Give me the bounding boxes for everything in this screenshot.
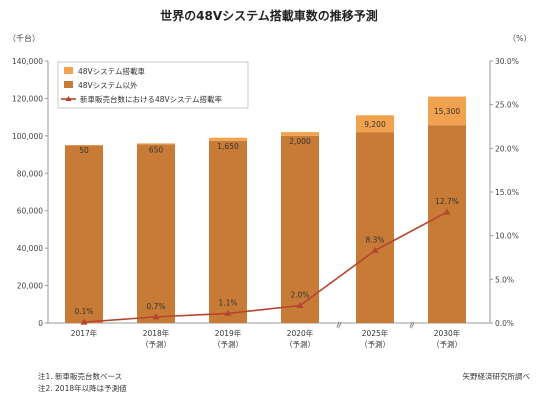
bar-segment-48v-equipped xyxy=(428,96,466,126)
x-tick-label: 2019年 xyxy=(215,328,242,338)
bar-segment-48v-equipped xyxy=(209,137,247,141)
legend-swatch-48v-other xyxy=(64,81,73,88)
right-tick-label: 30.0% xyxy=(495,57,519,66)
bar-segment-48v-equipped xyxy=(281,132,319,136)
line-series-penetration-rate xyxy=(83,211,448,323)
x-tick-label: （予測） xyxy=(141,339,171,349)
bar-segment-48v-other xyxy=(137,144,175,323)
line-point-marker xyxy=(80,318,88,325)
bar-value-label: 2,000 xyxy=(289,137,311,146)
legend-label-48v-other: 48Vシステム以外 xyxy=(78,80,138,90)
legend-label-48v-equipped: 48Vシステム搭載車 xyxy=(78,66,145,76)
x-tick-label: （予測） xyxy=(213,339,243,349)
line-value-label: 8.3% xyxy=(365,236,384,245)
line-value-label: 0.7% xyxy=(146,302,165,311)
bar-value-label: 15,300 xyxy=(434,107,460,116)
bar-segment-48v-other xyxy=(428,125,466,323)
left-tick-label: 0 xyxy=(38,319,43,328)
line-point-marker xyxy=(443,208,451,215)
left-axis-unit: （千台） xyxy=(8,33,40,43)
line-point-marker xyxy=(296,302,304,309)
x-tick-label: （予測） xyxy=(360,339,390,349)
line-point-marker xyxy=(224,309,232,316)
legend-swatch-marker xyxy=(65,96,72,101)
x-tick-label: （予測） xyxy=(285,339,315,349)
right-tick-label: 10.0% xyxy=(495,232,519,241)
right-tick-label: 25.0% xyxy=(495,101,519,110)
note-2: 注2. 2018年以降は予測値 xyxy=(38,383,127,393)
line-value-label: 2.0% xyxy=(290,291,309,300)
bar-segment-48v-other xyxy=(209,140,247,323)
right-tick-label: 15.0% xyxy=(495,188,519,197)
line-value-label: 1.1% xyxy=(218,298,237,307)
left-tick-label: 20,000 xyxy=(17,282,43,291)
left-tick-label: 140,000 xyxy=(12,57,43,66)
left-tick-label: 100,000 xyxy=(12,132,43,141)
left-tick-label: 80,000 xyxy=(17,169,43,178)
axis-break-mark: ≈ xyxy=(406,319,419,331)
bar-segment-48v-equipped xyxy=(356,115,394,133)
x-tick-label: （予測） xyxy=(432,339,462,349)
bar-segment-48v-other xyxy=(65,145,103,323)
bar-segment-48v-other xyxy=(281,135,319,323)
x-tick-label: 2020年 xyxy=(287,328,314,338)
x-tick-label: 2018年 xyxy=(143,328,170,338)
line-value-label: 12.7% xyxy=(435,197,459,206)
x-tick-label: 2030年 xyxy=(434,328,461,338)
chart-title: 世界の48Vシステム搭載車数の推移予測 xyxy=(160,8,378,23)
legend-swatch-48v-equipped xyxy=(64,67,73,74)
bar-segment-48v-equipped xyxy=(137,143,175,145)
line-point-marker xyxy=(371,247,379,254)
left-tick-label: 60,000 xyxy=(17,207,43,216)
legend-label-penetration-rate: 新車販売台数における48Vシステム搭載率 xyxy=(80,94,222,104)
bar-segment-48v-other xyxy=(356,132,394,323)
axis-break-mark: ≈ xyxy=(333,319,346,331)
right-axis-unit: （%） xyxy=(508,34,532,43)
left-tick-label: 120,000 xyxy=(12,94,43,103)
bar-value-label: 50 xyxy=(79,146,89,155)
legend-box xyxy=(57,61,249,109)
line-value-label: 0.1% xyxy=(74,307,93,316)
left-tick-label: 40,000 xyxy=(17,244,43,253)
right-tick-label: 5.0% xyxy=(495,275,514,284)
right-tick-label: 20.0% xyxy=(495,144,519,153)
bar-value-label: 650 xyxy=(149,146,164,155)
x-tick-label: 2017年 xyxy=(71,328,98,338)
right-tick-label: 0.0% xyxy=(495,319,514,328)
bar-value-label: 9,200 xyxy=(364,120,386,129)
plot-area: 0 20,000 40,000 60,000 80,000 100,000 120,000 1… xyxy=(12,57,519,349)
note-1: 注1. 新車販売台数ベース xyxy=(38,371,122,381)
bar-segment-48v-equipped xyxy=(65,145,103,146)
line-point-marker xyxy=(152,313,160,320)
bar-value-label: 1,650 xyxy=(217,142,239,151)
x-tick-label: 2025年 xyxy=(362,328,389,338)
source-credit: 矢野経済研究所調べ xyxy=(463,371,531,381)
